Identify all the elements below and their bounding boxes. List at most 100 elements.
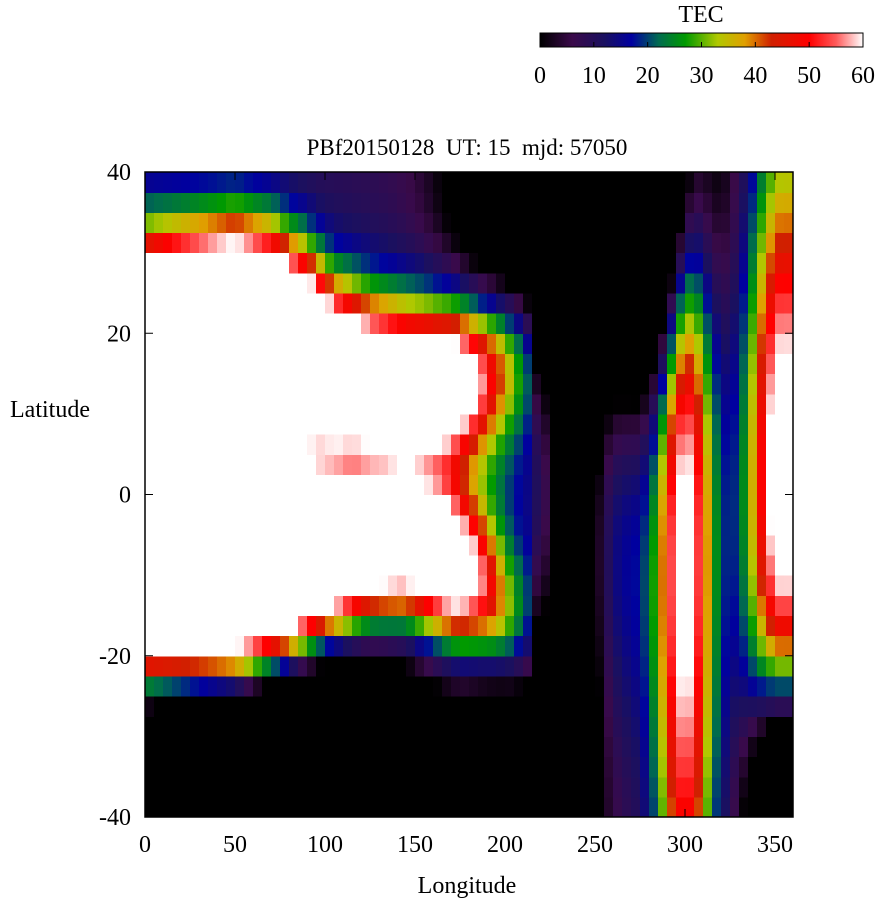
heatmap-cell <box>163 575 173 596</box>
heatmap-cell <box>604 595 614 617</box>
heatmap-cell <box>703 292 713 314</box>
heatmap-cell <box>757 292 767 314</box>
heatmap-cell <box>505 272 515 294</box>
heatmap-cell <box>703 595 713 617</box>
heatmap-cell <box>496 554 506 576</box>
heatmap-cell <box>514 534 524 556</box>
heatmap-cell <box>676 575 686 596</box>
heatmap-cell <box>631 756 641 778</box>
heatmap-cell <box>343 514 353 536</box>
heatmap-cell <box>604 192 614 213</box>
heatmap-cell <box>505 373 515 395</box>
heatmap-cell <box>262 313 272 334</box>
heatmap-cell <box>307 796 317 818</box>
heatmap-cell <box>631 232 641 254</box>
heatmap-cell <box>406 776 416 798</box>
heatmap-cell <box>433 434 443 455</box>
heatmap-cell <box>388 252 398 274</box>
heatmap-cell <box>721 615 731 637</box>
heatmap-cell <box>568 655 578 677</box>
heatmap-cell <box>262 655 272 677</box>
heatmap-cell <box>406 373 416 395</box>
heatmap-cell <box>154 393 164 415</box>
heatmap-cell <box>397 554 407 576</box>
heatmap-cell <box>649 413 659 435</box>
colorbar-tick-label: 30 <box>690 63 714 89</box>
heatmap-cell <box>775 232 785 254</box>
heatmap-cell <box>730 474 740 496</box>
heatmap-cell <box>595 333 605 355</box>
heatmap-cell <box>208 192 218 213</box>
heatmap-cell <box>289 434 299 455</box>
heatmap-cell <box>604 212 614 234</box>
heatmap-cell <box>739 494 749 516</box>
heatmap-cell <box>235 635 245 657</box>
heatmap-cell <box>676 494 686 516</box>
heatmap-cell <box>379 534 389 556</box>
heatmap-cell <box>451 796 461 818</box>
heatmap-cell <box>541 776 551 798</box>
heatmap-cell <box>532 796 542 818</box>
heatmap-cell <box>280 474 290 496</box>
heatmap-cell <box>748 615 758 637</box>
heatmap-cell <box>253 172 263 193</box>
heatmap-cell <box>541 333 551 355</box>
heatmap-cell <box>496 272 506 294</box>
heatmap-cell <box>280 192 290 213</box>
heatmap-cell <box>757 212 767 234</box>
heatmap-cell <box>622 353 632 375</box>
heatmap-cell <box>694 655 704 677</box>
heatmap-cell <box>658 192 668 213</box>
x-tick-label: 100 <box>307 832 343 858</box>
heatmap-cell <box>415 212 425 234</box>
heatmap-cell <box>442 575 452 596</box>
heatmap-cell <box>703 172 713 193</box>
heatmap-cell <box>325 736 335 758</box>
heatmap-cell <box>289 333 299 355</box>
heatmap-cell <box>460 454 470 475</box>
heatmap-cell <box>514 172 524 193</box>
heatmap-cell <box>199 716 209 737</box>
heatmap-cell <box>343 736 353 758</box>
heatmap-cell <box>496 393 506 415</box>
heatmap-cell <box>379 212 389 234</box>
heatmap-cell <box>577 313 587 334</box>
heatmap-cell <box>325 655 335 677</box>
heatmap-cell <box>154 333 164 355</box>
heatmap-cell <box>181 716 191 737</box>
heatmap-cell <box>433 554 443 576</box>
heatmap-cell <box>388 554 398 576</box>
heatmap-cell <box>271 333 281 355</box>
heatmap-cell <box>775 716 785 737</box>
heatmap-cell <box>658 595 668 617</box>
heatmap-cell <box>280 575 290 596</box>
heatmap-cell <box>244 514 254 536</box>
heatmap-cell <box>568 393 578 415</box>
heatmap-cell <box>172 353 182 375</box>
heatmap-cell <box>721 675 731 697</box>
colorbar-tick-label: 40 <box>743 63 767 89</box>
heatmap-cell <box>154 575 164 596</box>
heatmap-cell <box>235 736 245 758</box>
heatmap-cell <box>541 272 551 294</box>
heatmap-cell <box>172 252 182 274</box>
heatmap-cell <box>604 373 614 395</box>
heatmap-cell <box>622 514 632 536</box>
heatmap-cell <box>649 434 659 455</box>
heatmap-cell <box>613 534 623 556</box>
heatmap-cell <box>145 192 155 213</box>
heatmap-cell <box>631 474 641 496</box>
heatmap-cell <box>253 192 263 213</box>
heatmap-cell <box>244 172 254 193</box>
heatmap-cell <box>766 232 776 254</box>
heatmap-cell <box>388 313 398 334</box>
heatmap-cell <box>514 413 524 435</box>
heatmap-cell <box>433 615 443 637</box>
heatmap-cell <box>604 313 614 334</box>
heatmap-cell <box>325 534 335 556</box>
heatmap-cell <box>766 192 776 213</box>
heatmap-cell <box>685 373 695 395</box>
heatmap-cell <box>343 796 353 818</box>
heatmap-cell <box>388 655 398 677</box>
heatmap-cell <box>496 575 506 596</box>
